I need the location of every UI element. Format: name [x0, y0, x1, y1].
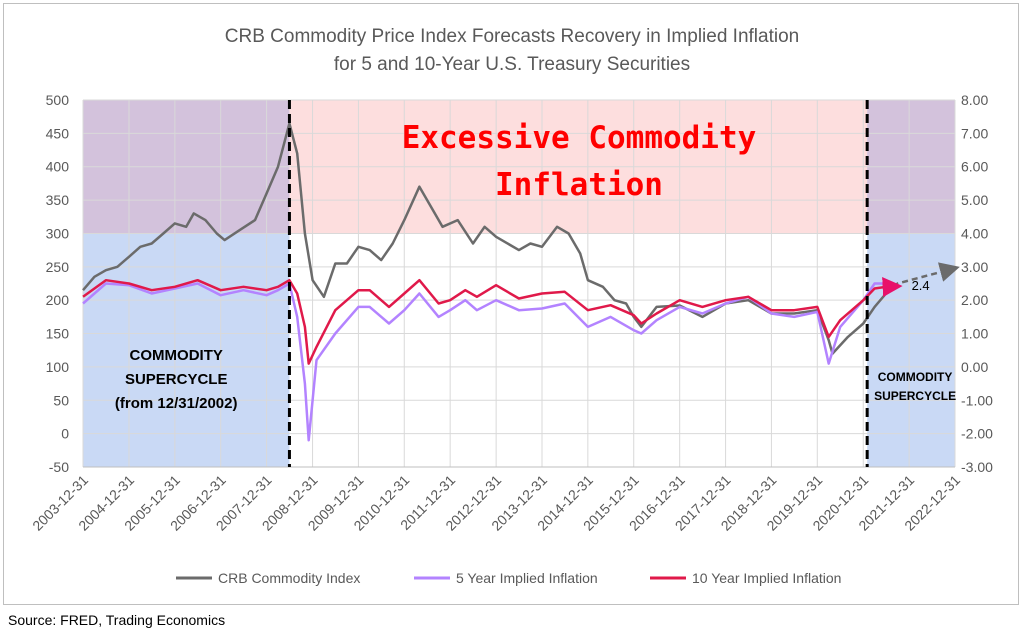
supercycle-label-line: (from 12/31/2002): [115, 395, 238, 412]
y-left-tick-label: 200: [46, 292, 70, 308]
y-right-tick-label: 3.00: [961, 259, 988, 275]
y-right-tick-label: 2.00: [961, 292, 988, 308]
supercycle-2-label-line: SUPERCYCLE: [874, 389, 956, 403]
supercycle-region-2-lower: [867, 233, 955, 467]
y-left-tick-label: 50: [53, 392, 69, 408]
y-left-tick-label: 250: [46, 259, 70, 275]
y-right-tick-label: -1.00: [961, 392, 993, 408]
y-left-tick-label: 400: [46, 159, 70, 175]
excess-inflation-label-line: Inflation: [495, 167, 663, 203]
y-right-tick-label: -2.00: [961, 426, 993, 442]
y-right-tick-label: 1.00: [961, 326, 988, 342]
y-right-tick-label: -3.00: [961, 459, 993, 475]
y-right-tick-label: 7.00: [961, 125, 988, 141]
source-note: Source: FRED, Trading Economics: [8, 612, 226, 628]
y-left-tick-label: 350: [46, 192, 70, 208]
legend-label: CRB Commodity Index: [218, 570, 360, 586]
y-left-tick-label: -50: [49, 459, 69, 475]
ten-year-series-line: [82, 278, 887, 365]
legend-label: 10 Year Implied Inflation: [692, 570, 841, 586]
y-left-tick-label: 150: [46, 326, 70, 342]
chart-svg: CRB Commodity Price Index Forecasts Reco…: [29, 26, 993, 586]
supercycle-label-line: COMMODITY: [130, 347, 223, 364]
y-right-tick-label: 5.00: [961, 192, 988, 208]
y-right-tick-label: 8.00: [961, 92, 988, 108]
five-year-series-line: [82, 282, 886, 442]
chart-subtitle: for 5 and 10-Year U.S. Treasury Securiti…: [334, 54, 690, 75]
supercycle-2-label-line: COMMODITY: [878, 370, 953, 384]
excess-inflation-label-line: Excessive Commodity: [402, 120, 757, 156]
legend-label: 5 Year Implied Inflation: [456, 570, 598, 586]
ten-year-forecast-arrow: [882, 276, 903, 297]
y-left-tick-label: 300: [46, 225, 70, 241]
y-right-tick-label: 6.00: [961, 159, 988, 175]
y-right-tick-label: 4.00: [961, 225, 988, 241]
y-left-tick-label: 500: [46, 92, 70, 108]
y-left-tick-label: 0: [61, 426, 69, 442]
end-value-label: 2.4: [912, 278, 930, 293]
supercycle-label-line: SUPERCYCLE: [125, 371, 228, 388]
y-left-tick-label: 450: [46, 125, 70, 141]
y-left-tick-label: 100: [46, 359, 70, 375]
chart-title: CRB Commodity Price Index Forecasts Reco…: [225, 26, 799, 47]
supercycle-region-lower: [83, 233, 290, 467]
chart-frame: CRB Commodity Price Index Forecasts Reco…: [3, 3, 1019, 605]
y-right-tick-label: 0.00: [961, 359, 988, 375]
